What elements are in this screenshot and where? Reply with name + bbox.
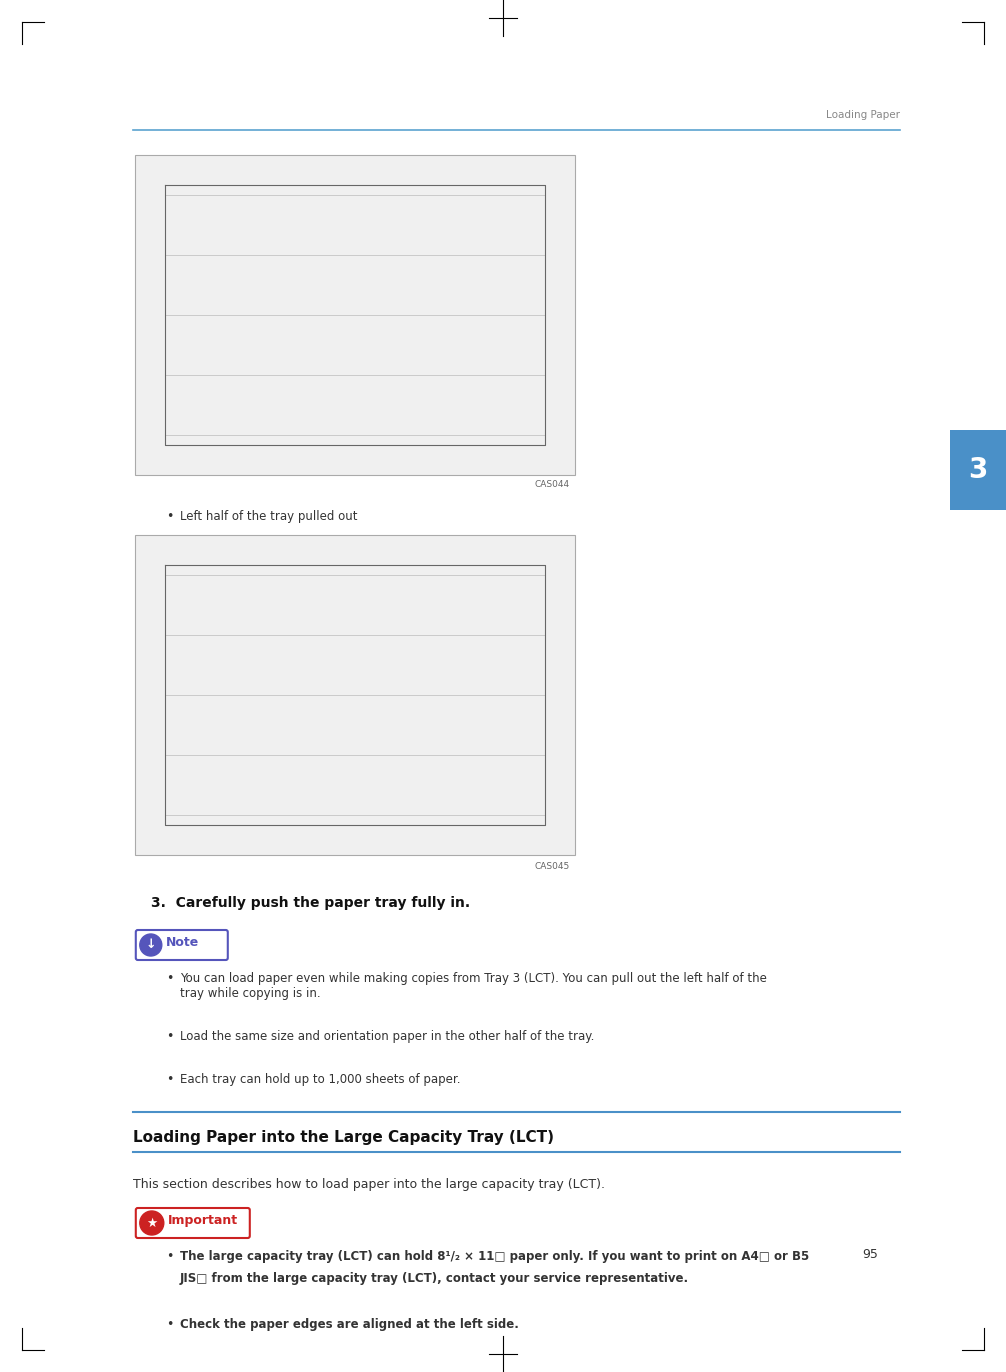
- Text: JIS□ from the large capacity tray (LCT), contact your service representative.: JIS□ from the large capacity tray (LCT),…: [180, 1272, 689, 1286]
- Text: The large capacity tray (LCT) can hold 8¹/₂ × 11□ paper only. If you want to pri: The large capacity tray (LCT) can hold 8…: [180, 1250, 809, 1264]
- Bar: [950, 429, 1006, 510]
- Text: •: •: [166, 1250, 173, 1264]
- Text: 3.  Carefully push the paper tray fully in.: 3. Carefully push the paper tray fully i…: [151, 896, 470, 910]
- Text: •: •: [166, 1318, 173, 1331]
- Text: •: •: [166, 971, 173, 985]
- Text: You can load paper even while making copies from Tray 3 (LCT). You can pull out : You can load paper even while making cop…: [180, 971, 767, 1000]
- Text: 3: 3: [969, 456, 988, 484]
- Text: This section describes how to load paper into the large capacity tray (LCT).: This section describes how to load paper…: [133, 1179, 605, 1191]
- Text: 95: 95: [862, 1249, 878, 1261]
- FancyBboxPatch shape: [136, 1207, 249, 1238]
- Text: ↓: ↓: [146, 938, 156, 952]
- Bar: [135, 535, 575, 855]
- Text: Each tray can hold up to 1,000 sheets of paper.: Each tray can hold up to 1,000 sheets of…: [180, 1073, 461, 1087]
- Text: •: •: [166, 1073, 173, 1087]
- Bar: [135, 155, 575, 475]
- Text: •: •: [166, 1030, 173, 1043]
- Text: Loading Paper into the Large Capacity Tray (LCT): Loading Paper into the Large Capacity Tr…: [133, 1131, 553, 1146]
- Circle shape: [140, 1211, 164, 1235]
- Text: CAS044: CAS044: [535, 480, 570, 488]
- Text: Left half of the tray pulled out: Left half of the tray pulled out: [180, 510, 357, 523]
- Text: Load the same size and orientation paper in the other half of the tray.: Load the same size and orientation paper…: [180, 1030, 595, 1043]
- Text: ★: ★: [146, 1217, 157, 1229]
- Text: Check the paper edges are aligned at the left side.: Check the paper edges are aligned at the…: [180, 1318, 519, 1331]
- FancyBboxPatch shape: [136, 930, 227, 960]
- Text: Loading Paper: Loading Paper: [826, 110, 900, 119]
- Circle shape: [140, 934, 162, 956]
- Text: Note: Note: [166, 936, 199, 949]
- Text: CAS045: CAS045: [535, 862, 570, 871]
- Text: •: •: [166, 510, 173, 523]
- Text: Important: Important: [168, 1214, 237, 1227]
